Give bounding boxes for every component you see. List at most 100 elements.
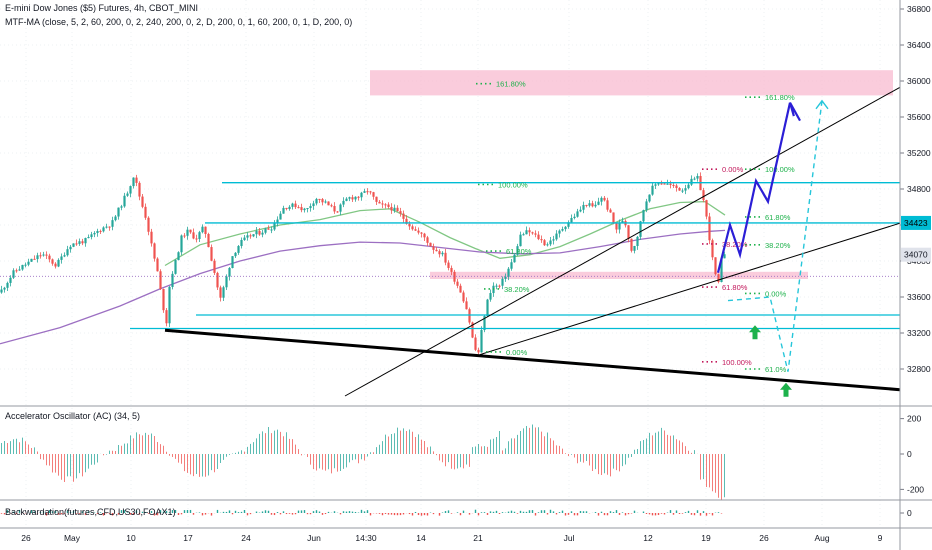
candle-body xyxy=(561,229,564,231)
fib-label: 61.0% xyxy=(765,365,787,374)
x-tick-label: Aug xyxy=(814,533,829,543)
y-tick-label: 35600 xyxy=(907,112,931,122)
candle-body xyxy=(72,243,75,247)
candle-body xyxy=(96,230,99,233)
candle-body xyxy=(372,192,375,197)
candle-body xyxy=(423,233,426,238)
candle-body xyxy=(435,249,438,252)
candle-body xyxy=(327,201,330,206)
candle-body xyxy=(471,322,474,338)
candle-body xyxy=(687,184,690,189)
candle-body xyxy=(144,206,147,218)
candle-body xyxy=(69,246,72,250)
price-badge xyxy=(901,247,931,262)
candle-body xyxy=(708,216,711,241)
candle-body xyxy=(369,191,372,193)
candle-body xyxy=(168,286,171,324)
candle-body xyxy=(264,228,267,233)
candle-body xyxy=(9,277,12,283)
candle-body xyxy=(45,254,48,256)
candle-body xyxy=(225,276,228,288)
candle-body xyxy=(360,192,363,198)
candle-body xyxy=(186,229,189,236)
candle-body xyxy=(489,293,492,300)
candle-body xyxy=(348,197,351,199)
candle-body xyxy=(429,242,432,247)
candle-body xyxy=(540,239,543,241)
trendlines xyxy=(164,86,901,397)
candle-body xyxy=(243,237,246,240)
candle-body xyxy=(129,186,132,194)
candle-body xyxy=(87,237,90,239)
candle-body xyxy=(330,205,333,207)
candle-body xyxy=(78,241,81,244)
candle-body xyxy=(414,229,417,231)
candle-body xyxy=(177,252,180,261)
candle-body xyxy=(270,229,273,231)
candle-body xyxy=(549,240,552,245)
candle-body xyxy=(39,255,42,257)
candle-body xyxy=(669,183,672,185)
projection-path xyxy=(716,102,792,273)
candle-body xyxy=(537,234,540,240)
candle-body xyxy=(597,201,600,205)
candle-body xyxy=(228,268,231,277)
indicator-label: MTF-MA (close, 5, 2, 60, 200, 0, 2, 240,… xyxy=(5,17,353,27)
fib-label: 0.00% xyxy=(722,165,744,174)
candle-body xyxy=(183,235,186,237)
candle-body xyxy=(516,246,519,255)
candle-body xyxy=(315,198,318,204)
y-tick-label: 34800 xyxy=(907,184,931,194)
x-tick-label: 26 xyxy=(759,533,769,543)
candle-body xyxy=(573,216,576,219)
y-tick-label: 33200 xyxy=(907,328,931,338)
candle-body xyxy=(195,238,198,240)
y-tick-label: 32800 xyxy=(907,364,931,374)
price-badge-label: 34070 xyxy=(904,250,928,260)
candle-body xyxy=(504,276,507,279)
candle-body xyxy=(30,258,33,262)
candle-body xyxy=(174,260,177,274)
candle-body xyxy=(558,230,561,234)
candle-body xyxy=(702,190,705,201)
candle-body xyxy=(633,245,636,251)
candle-body xyxy=(333,206,336,212)
ac-tick-label: -200 xyxy=(907,484,924,494)
candle-body xyxy=(606,200,609,210)
candle-body xyxy=(105,226,108,228)
ac-tick-label: 0 xyxy=(907,449,912,459)
candle-body xyxy=(210,247,213,261)
candle-body xyxy=(552,239,555,241)
candle-body xyxy=(711,240,714,258)
candle-body xyxy=(564,226,567,230)
candle-body xyxy=(297,207,300,209)
candle-body xyxy=(495,285,498,287)
candle-body xyxy=(99,230,102,232)
candle-body xyxy=(630,238,633,251)
candle-body xyxy=(420,232,423,234)
candle-body xyxy=(198,232,201,240)
candle-body xyxy=(531,232,534,234)
candle-body xyxy=(36,255,39,260)
candle-body xyxy=(417,230,420,233)
candle-body xyxy=(339,204,342,212)
candle-body xyxy=(645,201,648,211)
candle-body xyxy=(486,299,489,317)
trendline xyxy=(344,86,901,397)
y-tick-label: 36400 xyxy=(907,40,931,50)
candle-body xyxy=(582,204,585,210)
candle-body xyxy=(648,194,651,202)
candle-body xyxy=(618,222,621,230)
fib-labels: 161.80% 100.00% 61.80% 38.20% 0.00% 0.00% 38.2… xyxy=(476,80,795,374)
candle-body xyxy=(132,177,135,187)
candle-body xyxy=(219,287,222,298)
candle-body xyxy=(444,252,447,263)
candle-body xyxy=(189,229,192,233)
candle-body xyxy=(615,222,618,230)
x-tick-label: 26 xyxy=(21,533,31,543)
y-tick-label: 36800 xyxy=(907,4,931,14)
candle-body xyxy=(234,252,237,257)
candle-body xyxy=(657,183,660,185)
candle-body xyxy=(381,203,384,205)
